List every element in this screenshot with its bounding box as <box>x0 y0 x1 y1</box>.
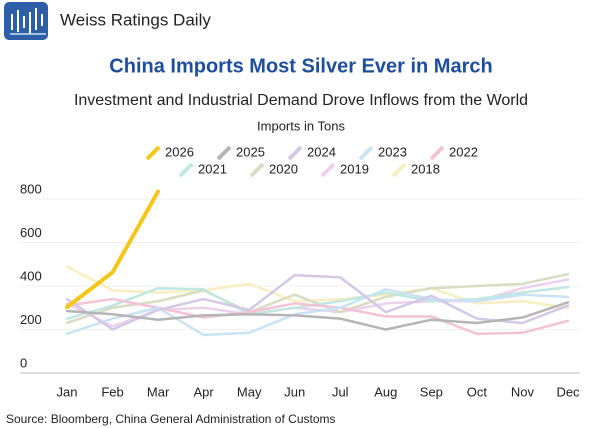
x-tick-label: Mar <box>147 384 170 399</box>
legend-swatch <box>320 162 336 178</box>
x-tick-label: Jan <box>57 384 78 399</box>
x-tick-label: May <box>237 384 262 399</box>
y-tick-label: 0 <box>20 355 27 370</box>
chart-title: China Imports Most Silver Ever in March <box>109 55 492 77</box>
x-tick-label: Nov <box>511 384 535 399</box>
x-tick-label: Oct <box>467 384 488 399</box>
y-tick-label: 800 <box>20 181 42 196</box>
legend-label: 2022 <box>449 144 478 159</box>
logo <box>4 2 48 40</box>
legend-label: 2024 <box>307 144 336 159</box>
x-tick-label: Sep <box>420 384 443 399</box>
x-tick-label: Jun <box>284 384 305 399</box>
series-line <box>65 301 570 331</box>
legend-label: 2018 <box>411 161 440 176</box>
source: Source: Bloomberg, China General Adminis… <box>6 412 336 426</box>
legend-swatch <box>429 145 445 161</box>
series-line <box>65 189 161 310</box>
legend-swatch <box>216 145 232 161</box>
legend-swatch <box>178 162 194 178</box>
x-tick-label: Dec <box>556 384 580 399</box>
legend-swatch <box>145 145 161 161</box>
legend-label: 2026 <box>165 144 194 159</box>
y-tick-label: 600 <box>20 225 42 240</box>
legend-swatch <box>358 145 374 161</box>
x-tick-label: Feb <box>101 384 123 399</box>
x-tick-label: Apr <box>194 384 215 399</box>
legend-label: 2021 <box>198 161 227 176</box>
chart-subtitle: Investment and Industrial Demand Drove I… <box>74 92 528 109</box>
legend-label: 2023 <box>378 144 407 159</box>
brand: Weiss Ratings Daily <box>60 10 211 29</box>
series-line <box>65 288 570 337</box>
y-axis-label: Imports in Tons <box>257 118 345 133</box>
legend-label: 2019 <box>340 161 369 176</box>
x-tick-label: Aug <box>374 384 397 399</box>
series-line <box>65 265 570 310</box>
legend-label: 2025 <box>236 144 265 159</box>
legend-swatch <box>287 145 303 161</box>
series-line <box>65 297 570 336</box>
y-tick-label: 400 <box>20 268 42 283</box>
legend-swatch <box>249 162 265 178</box>
legend-label: 2020 <box>269 161 298 176</box>
x-tick-label: Jul <box>332 384 349 399</box>
y-tick-label: 200 <box>20 312 42 327</box>
series-line <box>65 273 570 331</box>
legend-swatch <box>391 162 407 178</box>
